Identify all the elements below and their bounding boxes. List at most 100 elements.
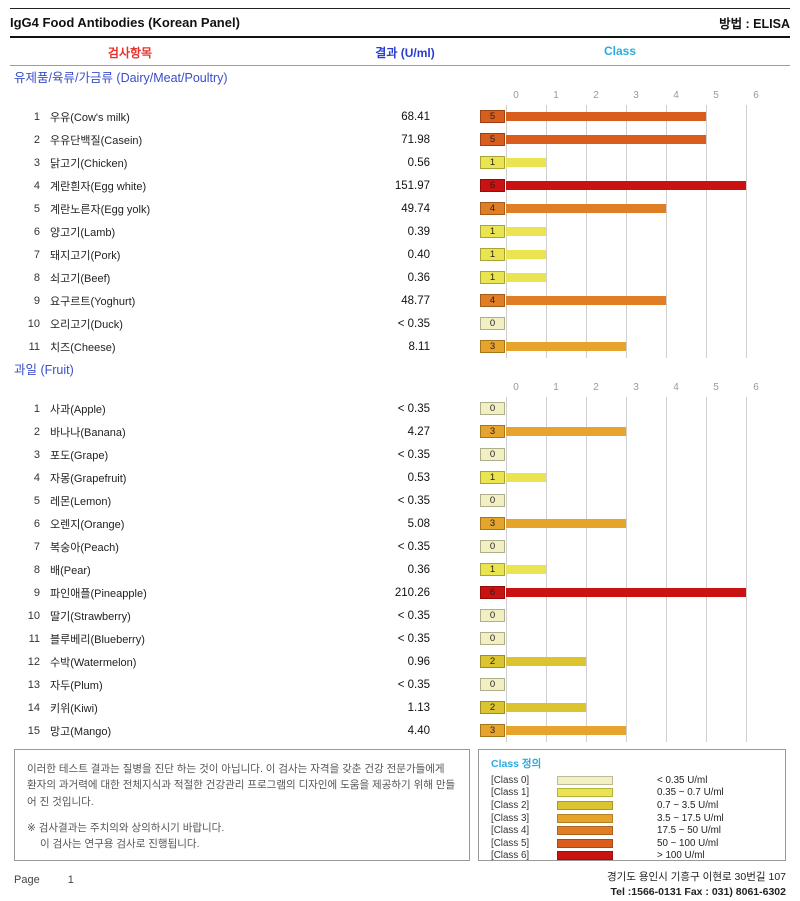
class-bar <box>506 204 666 213</box>
legend-entry: [Class 5] 50 ~ 100 U/ml <box>491 837 773 850</box>
class-badge: 1 <box>480 471 505 484</box>
result-value: < 0.35 <box>397 494 430 507</box>
legend-range: 50 ~ 100 U/ml <box>657 837 719 849</box>
item-name: 복숭아(Peach) <box>50 541 119 554</box>
item-name: 키위(Kiwi) <box>50 702 98 715</box>
class-badge: 2 <box>480 701 505 714</box>
result-value: 0.40 <box>407 248 430 261</box>
class-badge: 1 <box>480 248 505 261</box>
result-value: 0.39 <box>407 225 430 238</box>
title-divider <box>10 36 790 38</box>
test-row: 7 복숭아(Peach) < 0.35 0 <box>0 535 800 558</box>
test-row: 11 블루베리(Blueberry) < 0.35 0 <box>0 627 800 650</box>
legend-class-label: [Class 4] <box>491 825 530 837</box>
legend-entry: [Class 4] 17.5 ~ 50 U/ml <box>491 824 773 837</box>
legend-range: 0.7 ~ 3.5 U/ml <box>657 799 719 811</box>
class-chart-cell: 0 <box>465 535 765 558</box>
result-value: 0.36 <box>407 271 430 284</box>
item-name: 파인애플(Pineapple) <box>50 587 147 600</box>
row-number: 2 <box>33 425 40 438</box>
row-number: 6 <box>33 517 40 530</box>
method-label: 방법 : ELISA <box>719 17 790 31</box>
test-row: 5 레몬(Lemon) < 0.35 0 <box>0 489 800 512</box>
axis-tick: 4 <box>673 382 679 393</box>
axis-tick: 0 <box>513 382 519 393</box>
axis-tick: 1 <box>553 90 559 101</box>
row-number: 8 <box>33 271 40 284</box>
class-chart-cell: 4 <box>465 289 765 312</box>
page-indicator: Page 1 <box>14 874 800 901</box>
class-badge: 0 <box>480 402 505 415</box>
class-chart-cell: 0 <box>465 443 765 466</box>
test-row: 9 요구르트(Yoghurt) 48.77 4 <box>0 289 800 312</box>
report-header: IgG4 Food Antibodies (Korean Panel) 방법 :… <box>10 9 790 36</box>
axis-tick: 5 <box>713 382 719 393</box>
class-chart-cell: 1 <box>465 558 765 581</box>
row-number: 9 <box>33 586 40 599</box>
section-0: 유제품/육류/가금류 (Dairy/Meat/Poultry) 0 1 2 3 4 5 6 1 우… <box>0 66 800 358</box>
class-badge: 5 <box>480 110 505 123</box>
lab-address: 경기도 용인시 기흥구 이현로 30번길 107 Tel :1566-0131 … <box>607 870 786 900</box>
result-value: < 0.35 <box>397 540 430 553</box>
result-value: 0.96 <box>407 655 430 668</box>
item-name: 요구르트(Yoghurt) <box>50 295 136 308</box>
row-number: 10 <box>27 317 40 330</box>
test-row: 4 계란흰자(Egg white) 151.97 6 <box>0 174 800 197</box>
axis-row: 0 1 2 3 4 5 6 <box>0 88 800 105</box>
item-name: 계란노른자(Egg yolk) <box>50 203 151 216</box>
class-chart-cell: 1 <box>465 220 765 243</box>
result-value: 5.08 <box>407 517 430 530</box>
class-bar <box>506 342 626 351</box>
row-number: 13 <box>27 678 40 691</box>
class-bar <box>506 250 546 259</box>
item-name: 수박(Watermelon) <box>50 656 137 669</box>
class-bar <box>506 519 626 528</box>
legend-entry: [Class 6] > 100 U/ml <box>491 850 773 863</box>
item-name: 치즈(Cheese) <box>50 341 116 354</box>
legend-class-label: [Class 1] <box>491 787 530 799</box>
address-line: 경기도 용인시 기흥구 이현로 30번길 107 <box>606 871 786 883</box>
legend-range: > 100 U/ml <box>657 850 705 862</box>
legend-range: 17.5 ~ 50 U/ml <box>657 825 721 837</box>
result-value: 151.97 <box>394 179 430 192</box>
legend-title: Class 정의 <box>491 758 542 770</box>
legend-color-swatch <box>557 775 613 785</box>
item-name: 포도(Grape) <box>50 449 109 462</box>
class-chart-cell: 2 <box>465 696 765 719</box>
class-chart-cell: 3 <box>465 420 765 443</box>
row-number: 5 <box>33 202 40 215</box>
class-badge: 0 <box>480 317 505 330</box>
test-row: 6 오렌지(Orange) 5.08 3 <box>0 512 800 535</box>
class-chart-cell: 0 <box>465 627 765 650</box>
item-name: 돼지고기(Pork) <box>50 249 121 262</box>
top-divider <box>10 8 790 9</box>
class-chart-cell: 0 <box>465 604 765 627</box>
item-name: 딸기(Strawberry) <box>50 610 131 623</box>
legend-entries: [Class 0] < 0.35 U/ml [Class 1] 0.35 ~ 0.7 … <box>491 774 773 862</box>
page-label: Page <box>14 874 40 886</box>
result-value: 71.98 <box>401 133 430 146</box>
class-badge: 4 <box>480 202 505 215</box>
class-badge: 0 <box>480 494 505 507</box>
axis-tick: 4 <box>673 90 679 101</box>
test-row: 9 파인애플(Pineapple) 210.26 6 <box>0 581 800 604</box>
axis-tick: 1 <box>553 382 559 393</box>
item-name: 바나나(Banana) <box>50 426 126 439</box>
column-header-class: Class <box>603 44 637 58</box>
legend-color-swatch <box>557 826 613 836</box>
item-name: 자몽(Grapefruit) <box>50 472 127 485</box>
test-row: 1 사과(Apple) < 0.35 0 <box>0 397 800 420</box>
test-row: 8 쇠고기(Beef) 0.36 1 <box>0 266 800 289</box>
result-value: < 0.35 <box>397 678 430 691</box>
result-value: 8.11 <box>408 340 430 353</box>
result-value: 4.40 <box>407 724 430 737</box>
class-badge: 4 <box>480 294 505 307</box>
test-row: 6 양고기(Lamb) 0.39 1 <box>0 220 800 243</box>
test-row: 12 수박(Watermelon) 0.96 2 <box>0 650 800 673</box>
legend-color-swatch <box>557 851 613 861</box>
class-bar <box>506 588 746 597</box>
class-badge: 1 <box>480 225 505 238</box>
tel-fax-line: Tel :1566-0131 Fax : 031) 8061-6302 <box>610 886 786 899</box>
result-value: 0.53 <box>407 471 430 484</box>
